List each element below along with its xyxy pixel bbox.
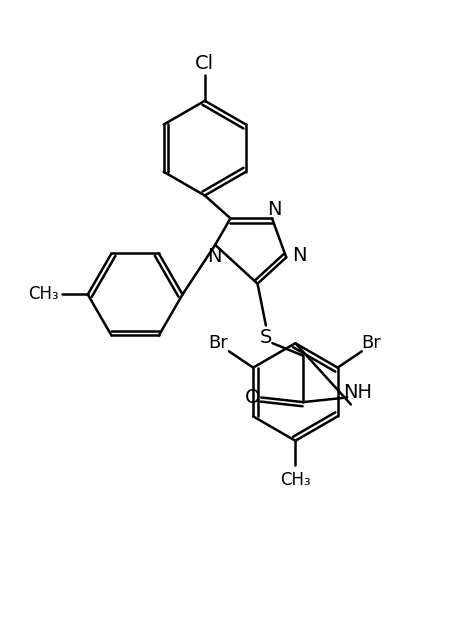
Text: CH₃: CH₃ (280, 471, 311, 489)
Text: Br: Br (361, 335, 381, 353)
Text: Br: Br (208, 335, 228, 353)
Text: Cl: Cl (195, 54, 214, 73)
Text: N: N (207, 247, 221, 266)
Text: NH: NH (343, 383, 372, 403)
Text: N: N (266, 200, 281, 218)
Text: CH₃: CH₃ (28, 285, 59, 303)
Text: O: O (245, 388, 260, 407)
Text: S: S (260, 328, 272, 347)
Text: N: N (292, 246, 306, 264)
